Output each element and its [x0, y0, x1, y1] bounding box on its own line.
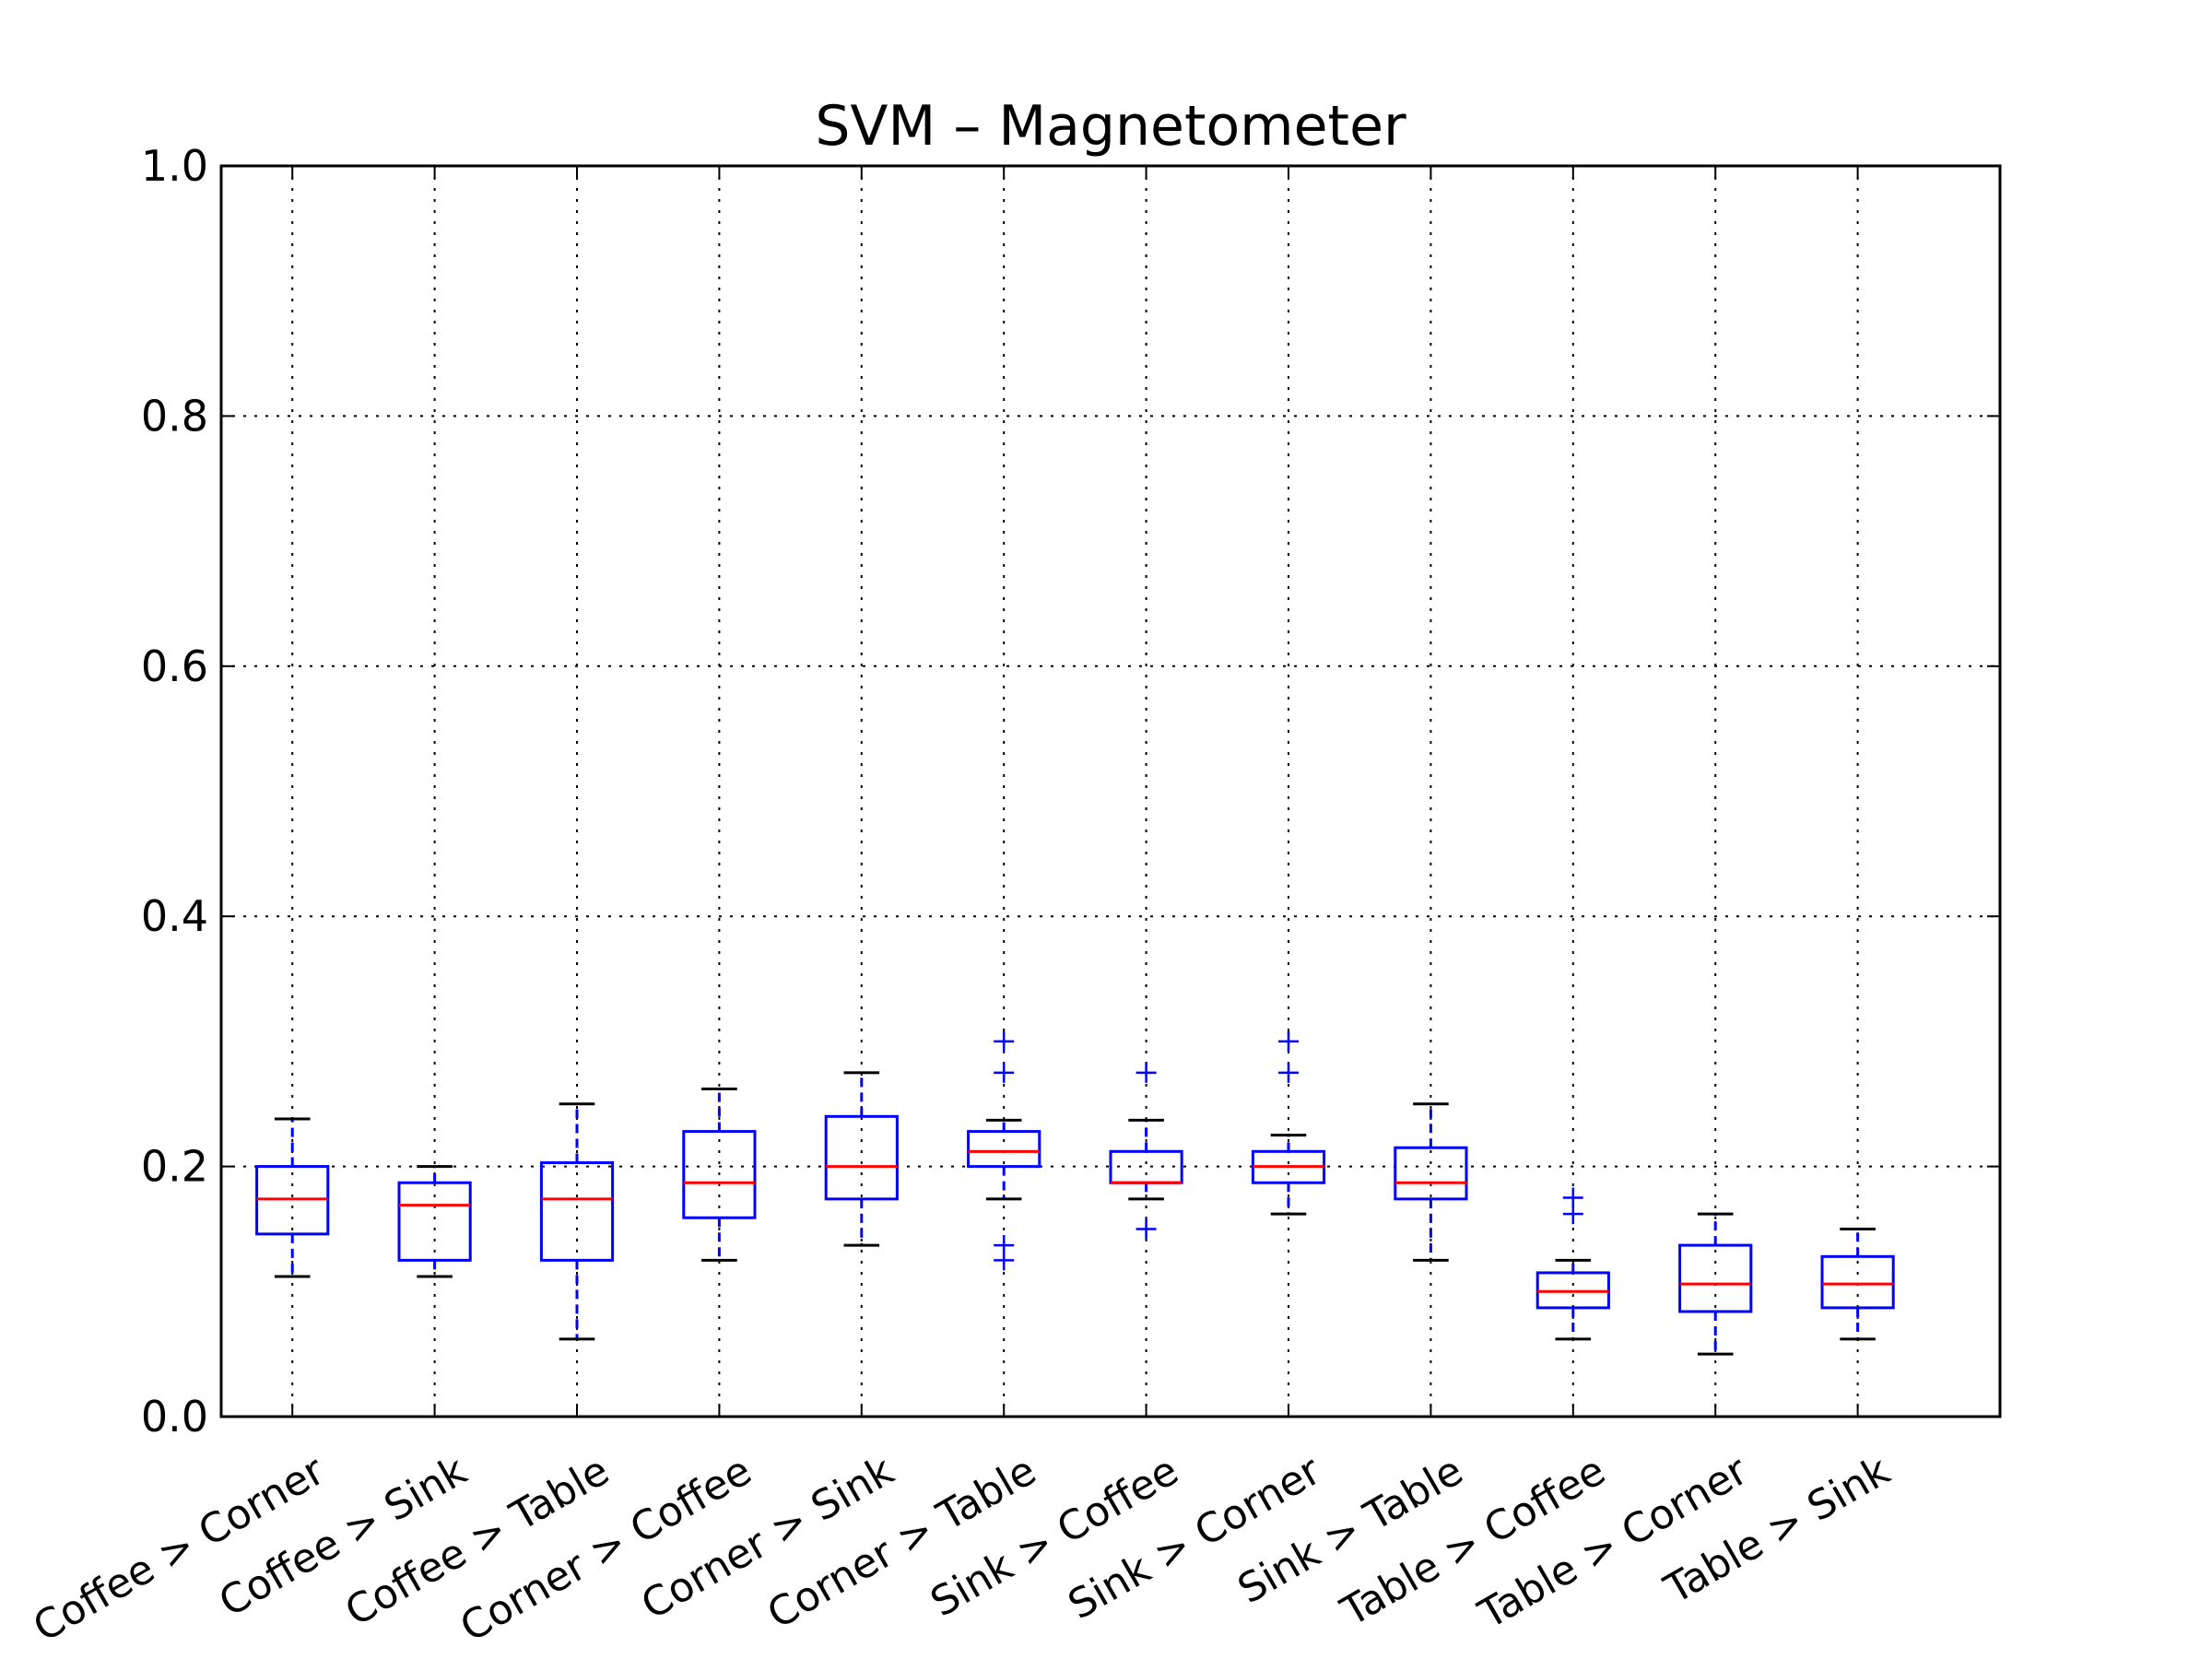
box-group	[539, 1102, 615, 1341]
box-group	[824, 1071, 899, 1247]
flier-marker	[994, 1235, 1015, 1256]
y-tick-label: 0.6	[141, 641, 208, 691]
y-tick-label: 1.0	[141, 141, 208, 191]
box-iqr	[1394, 1146, 1468, 1201]
y-tick-label: 0.0	[141, 1392, 208, 1441]
box-iqr	[682, 1130, 757, 1219]
box-group	[1109, 1062, 1183, 1240]
box-group	[682, 1087, 757, 1262]
flier-marker	[1278, 1030, 1299, 1052]
box-group	[1251, 1030, 1326, 1216]
flier-marker	[994, 1062, 1015, 1083]
y-tick-label: 0.4	[141, 891, 208, 941]
box-iqr	[824, 1114, 899, 1201]
plot-frame	[219, 164, 2002, 1418]
box-layer	[255, 1030, 1895, 1356]
box-group	[967, 1030, 1041, 1271]
flier-marker	[1562, 1187, 1583, 1208]
flier-marker	[1135, 1062, 1157, 1083]
box-group	[255, 1117, 330, 1278]
box-iqr	[1109, 1149, 1183, 1184]
flier-marker	[994, 1030, 1015, 1052]
y-tick-label: 0.8	[141, 391, 208, 441]
box-group	[1394, 1102, 1468, 1262]
box-iqr	[1678, 1243, 1753, 1313]
flier-marker	[1135, 1218, 1157, 1240]
grid-layer	[221, 165, 2000, 1418]
box-group	[1678, 1212, 1753, 1356]
box-group	[397, 1165, 472, 1278]
y-tick-label: 0.2	[141, 1142, 208, 1192]
flier-marker	[1278, 1062, 1299, 1083]
box-iqr	[1820, 1254, 1895, 1310]
box-iqr	[397, 1181, 472, 1262]
box-group	[1535, 1187, 1610, 1341]
x-tick-label: Sink > Coffee	[923, 1447, 1186, 1626]
box-group	[1820, 1227, 1895, 1341]
box-iqr	[539, 1161, 615, 1262]
box-iqr	[967, 1130, 1041, 1169]
chart-title: SVM – Magnetometer	[815, 94, 1406, 159]
